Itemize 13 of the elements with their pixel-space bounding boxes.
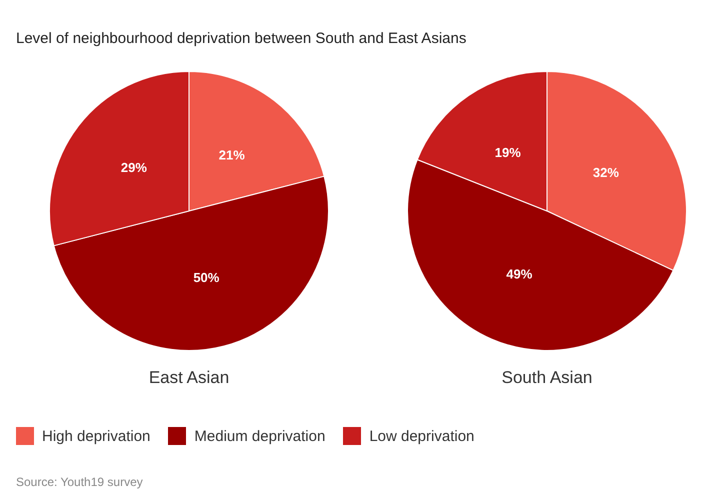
data-label: 50% <box>193 270 220 286</box>
legend-label: Medium deprivation <box>194 428 326 444</box>
slice-label: South Asian <box>500 368 594 388</box>
chart-title: Level of neighbourhood deprivation between South and East Asians <box>16 30 466 47</box>
legend-label: High deprivation <box>42 428 150 444</box>
slice-label: East Asian <box>148 368 230 388</box>
data-label: 29% <box>120 160 148 175</box>
data-label: 49% <box>506 266 533 282</box>
legend-label: Low deprivation <box>369 428 474 444</box>
source-note: Source: Youth19 survey <box>16 475 143 489</box>
data-label: 21% <box>218 147 246 162</box>
data-label: 32% <box>592 165 620 180</box>
data-label: 19% <box>494 144 522 160</box>
